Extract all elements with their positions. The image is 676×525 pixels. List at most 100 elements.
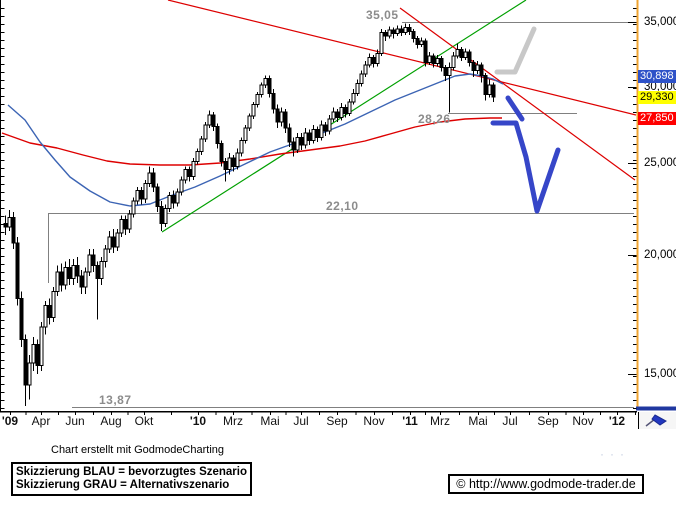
- x-axis-label: Mrz: [223, 414, 243, 428]
- candle-down: [471, 61, 476, 71]
- candle-up: [311, 129, 316, 142]
- candle-up: [167, 195, 172, 209]
- candle-up: [87, 254, 92, 273]
- candle-down: [215, 126, 220, 145]
- y-axis-label: 30,000: [644, 81, 676, 93]
- x-axis-label: '10: [189, 414, 207, 428]
- candle-down: [459, 49, 464, 58]
- x-axis-label: Mai: [468, 414, 488, 428]
- candle-up: [435, 58, 440, 65]
- candle-up: [143, 182, 148, 200]
- candle-up: [455, 49, 460, 57]
- candle-up: [103, 248, 108, 262]
- candle-down: [335, 111, 340, 119]
- scenario-legend-box: Skizzierung BLAU = bevorzugtes Szenario …: [11, 462, 252, 496]
- candle-down: [91, 254, 96, 267]
- candle-up: [207, 114, 212, 126]
- candle-up: [39, 326, 44, 367]
- candle-down: [95, 265, 100, 279]
- candle-up: [55, 271, 60, 293]
- y-axis-label: 20,000: [644, 249, 676, 261]
- chart-tool-button[interactable]: [638, 412, 676, 429]
- candle-up: [303, 132, 308, 146]
- candle-down: [211, 114, 216, 128]
- candle-up: [51, 291, 56, 318]
- candle-up: [247, 115, 252, 129]
- preferred-scenario-blue: [505, 95, 525, 122]
- candle-down: [275, 108, 280, 123]
- candle-up: [115, 232, 120, 248]
- candle-down: [3, 222, 8, 228]
- x-axis-label: Sep: [537, 414, 559, 428]
- candle-down: [151, 172, 156, 188]
- candle-down: [371, 56, 376, 65]
- candle-down: [219, 143, 224, 162]
- candle-up: [395, 28, 400, 35]
- level-label-35,05: 35,05: [366, 8, 399, 22]
- candle-up: [251, 104, 256, 117]
- candle-up: [203, 124, 208, 140]
- candle-down: [467, 51, 472, 63]
- candle-down: [231, 157, 236, 167]
- candle-down: [19, 298, 24, 340]
- candle-up: [463, 51, 468, 58]
- x-axis-label: '09: [1, 414, 19, 428]
- candle-down: [123, 219, 128, 230]
- candle-down: [15, 242, 20, 300]
- candle-up: [427, 55, 432, 63]
- x-axis-label: Apr: [31, 414, 51, 428]
- candle-up: [31, 344, 36, 364]
- candle-up: [71, 265, 76, 279]
- candle-down: [59, 271, 64, 286]
- candle-up: [131, 200, 136, 215]
- candle-down: [47, 304, 52, 318]
- candle-up: [327, 118, 332, 132]
- x-axis-label: '12: [608, 414, 626, 428]
- candle-up: [475, 64, 480, 71]
- candle-up: [199, 138, 204, 153]
- pin-icon: [645, 414, 667, 427]
- candle-down: [383, 32, 388, 37]
- x-axis-label: Nov: [363, 414, 385, 428]
- candle-up: [163, 207, 168, 224]
- candle-up: [419, 40, 424, 46]
- candle-up: [179, 179, 184, 193]
- candle-down: [423, 40, 428, 63]
- candle-down: [139, 189, 144, 200]
- candle-up: [255, 94, 260, 106]
- candle-up: [191, 160, 196, 177]
- price-marker-red-ma-last-value: 27,850: [638, 111, 676, 125]
- candle-up: [387, 29, 392, 37]
- price-marker-blue-ma-last-value: 30,898: [638, 69, 676, 83]
- candle-down: [67, 267, 72, 279]
- x-axis-label: Mai: [260, 414, 280, 428]
- alternative-scenario-gray: [494, 26, 537, 75]
- level-label-28,26: 28,26: [418, 112, 451, 126]
- x-axis-label: Nov: [572, 414, 594, 428]
- green-support-line: [161, 0, 527, 233]
- candle-up: [183, 169, 188, 181]
- candle-down: [431, 55, 436, 65]
- candle-up: [135, 189, 140, 202]
- candle-down: [299, 136, 304, 146]
- candle-down: [343, 106, 348, 114]
- axis-corner-bar: [636, 406, 676, 411]
- candle-down: [483, 75, 488, 96]
- candle-up: [107, 236, 112, 250]
- x-axis-label: Jul: [293, 414, 309, 428]
- candle-up: [403, 27, 408, 34]
- candle-up: [235, 152, 240, 167]
- candle-down: [291, 141, 296, 151]
- candle-up: [195, 151, 200, 162]
- candle-down: [35, 344, 40, 367]
- candlestick-chart-plot: [0, 0, 676, 415]
- candle-down: [223, 160, 228, 171]
- price-marker-last-close: 29,330: [638, 90, 676, 104]
- red-resistance-steep: [399, 7, 636, 181]
- x-axis-label: Aug: [100, 414, 122, 428]
- y-axis-label: 35,000: [644, 16, 676, 28]
- candle-down: [287, 127, 292, 143]
- x-axis-label: Sep: [326, 414, 348, 428]
- candle-up: [447, 67, 452, 77]
